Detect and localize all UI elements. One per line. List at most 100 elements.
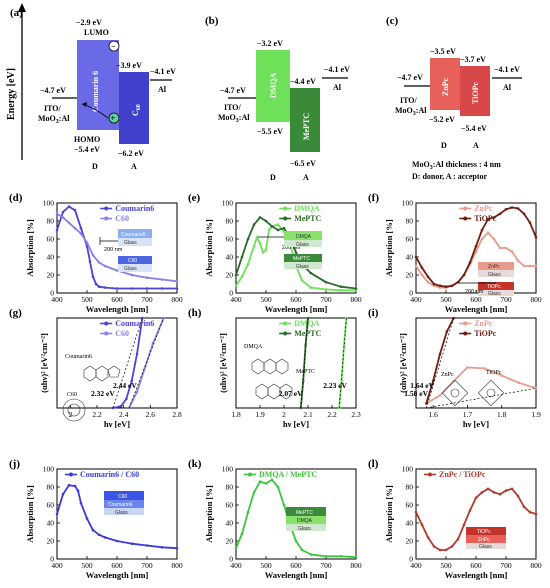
y-tick-label: 40 — [226, 519, 234, 528]
y-tick-label: 80 — [226, 483, 234, 492]
x-axis-label: Wavelength [nm] — [86, 304, 149, 314]
panel-letter: (i) — [368, 307, 379, 319]
legend-marker — [463, 331, 468, 336]
y-axis-label: Absorption [%] — [204, 485, 214, 543]
panel-letter: (j) — [9, 458, 20, 470]
data-point — [492, 216, 496, 219]
data-point — [324, 555, 328, 558]
data-point — [438, 394, 442, 397]
layer-dmqa — [286, 516, 326, 524]
al-level-value: −4.1 eV — [150, 67, 176, 76]
dmqa-structure-icon — [275, 358, 289, 375]
x-tick-label: 500 — [260, 295, 272, 304]
fit-line — [426, 387, 537, 409]
data-point — [61, 492, 65, 496]
x-axis-label: hν [eV] — [463, 419, 489, 429]
tiopc-name: TiOPc — [471, 81, 480, 104]
x-tick-label: 2.6 — [146, 410, 156, 419]
legend-marker — [463, 321, 468, 326]
data-point — [492, 237, 496, 241]
chart-panels: (d)400 500 600 700 800020406080100Wavelength… — [9, 192, 542, 580]
data-point — [438, 286, 442, 289]
meptc-structure-icon — [279, 383, 293, 400]
data-point — [246, 262, 250, 266]
data-point — [276, 228, 280, 232]
data-point — [97, 285, 101, 289]
coumarin6-name: Coumarin 6 — [91, 71, 100, 112]
bandgap-annotation: 2.07 eV — [279, 389, 303, 398]
data-point — [438, 352, 442, 356]
molecule-structures-h — [251, 358, 293, 400]
moo3-label: MoO3:Al — [218, 113, 250, 124]
ito-level-value: −4.7 eV — [40, 86, 66, 95]
donor-acceptor-note: D: donor, A : acceptor — [412, 172, 487, 181]
x-tick-label: 500 — [440, 295, 452, 304]
legend-marker — [104, 216, 109, 221]
al-level-value: −4.1 eV — [494, 65, 520, 74]
tiopc-top-value: −3.7 eV — [460, 55, 486, 64]
data-point — [534, 264, 538, 268]
y-tick-label: 80 — [47, 217, 55, 226]
data-point — [340, 379, 343, 383]
al-label: Al — [158, 85, 167, 94]
data-point — [130, 273, 134, 277]
layer-glass — [284, 240, 322, 247]
y-tick-label: 20 — [226, 537, 234, 546]
lumo-value: −2.9 eV — [76, 18, 102, 27]
molecule-label: DMQA — [244, 344, 263, 350]
data-point — [498, 492, 502, 496]
data-point — [534, 235, 538, 239]
data-point — [97, 533, 101, 536]
data-point — [61, 216, 65, 219]
data-point — [252, 244, 256, 248]
data-point — [115, 539, 119, 543]
plot-frame — [235, 317, 357, 409]
layer-glass-label: Glass — [115, 510, 128, 516]
x-tick-label: 1.8 — [497, 410, 507, 419]
data-point — [88, 260, 92, 263]
data-point — [516, 259, 520, 262]
data-point — [528, 264, 532, 268]
layer-glass — [286, 524, 326, 531]
data-point — [486, 231, 490, 234]
bandgap-annotation: 2.44 eV — [113, 381, 137, 390]
inset-k: MePTC DMQA Glass — [286, 507, 326, 532]
inset-f: ZnPc Glass TiOPc Glass 200 nm — [458, 262, 514, 297]
data-point — [94, 282, 98, 286]
tiopc-structure-icon — [477, 379, 505, 407]
data-point — [67, 205, 71, 208]
y-tick-label: 40 — [226, 253, 234, 262]
layer-znpc-label: ZnPc — [478, 537, 490, 543]
data-point — [246, 237, 250, 241]
inset-d: 200 nm Coumarin6 Glass C60 Glass — [99, 229, 152, 272]
data-point — [85, 241, 89, 244]
hole-transfer-arrowhead — [82, 102, 87, 107]
layer-glass-label: Glass — [488, 291, 501, 297]
data-point — [339, 289, 343, 292]
x-tick-label: 600 — [111, 295, 123, 304]
data-point — [175, 287, 179, 290]
ito-level-value: −4.7 eV — [397, 73, 423, 82]
x-tick-label: 700 — [320, 295, 332, 304]
data-point — [438, 284, 442, 288]
data-point — [528, 510, 532, 514]
data-point — [462, 523, 466, 527]
data-point — [141, 316, 144, 320]
molecule-label: Coumarin6 — [65, 354, 92, 360]
dmqa-structure-icon — [263, 358, 277, 375]
data-point — [145, 544, 149, 547]
data-point — [431, 379, 435, 383]
data-point — [252, 223, 256, 226]
layer-coumarin6-label: Coumarin6 — [108, 502, 133, 508]
data-point — [85, 517, 89, 520]
layer-glass — [466, 543, 506, 549]
data-point — [282, 503, 286, 507]
x-tick-label: 600 — [290, 295, 302, 304]
data-point — [67, 483, 71, 487]
y-axis-label: Absorption [%] — [384, 485, 394, 543]
data-point — [270, 478, 274, 482]
y-tick-label: 100 — [222, 199, 234, 208]
y-axis-label: Absorption [%] — [25, 485, 35, 543]
layer-dmqa-label: DMQA — [297, 518, 313, 524]
data-point — [504, 489, 508, 492]
